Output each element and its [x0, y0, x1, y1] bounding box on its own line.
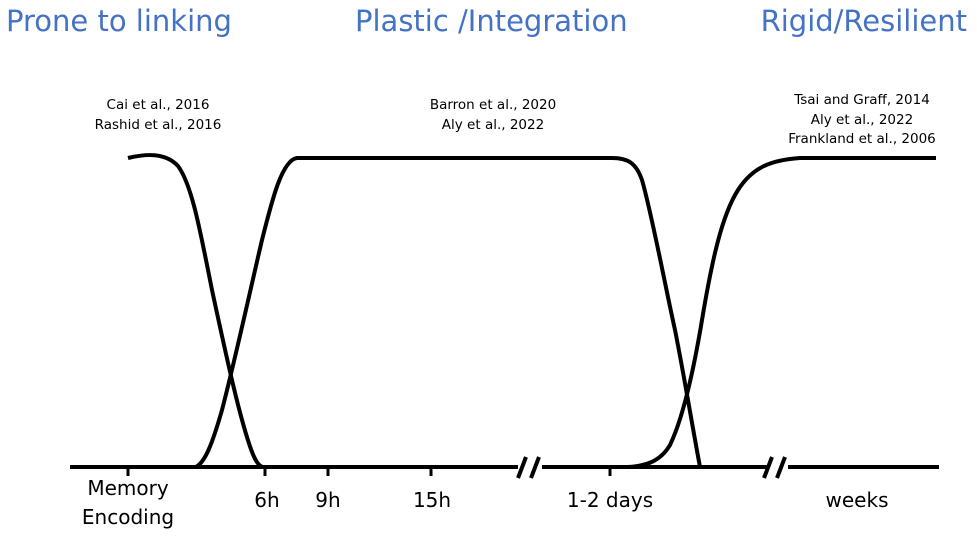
tick-label-line: Memory — [87, 476, 169, 500]
tick-label-6h: 6h — [254, 488, 280, 512]
axis-break-mark — [775, 456, 787, 479]
reference-line: Aly et al., 2022 — [810, 111, 914, 128]
phase-title-prone-to-linking: Prone to linking — [6, 4, 232, 38]
tick-label-9h: 9h — [315, 488, 341, 512]
reference-line: Frankland et al., 2006 — [788, 131, 936, 147]
reference-line: Rashid et al., 2016 — [94, 117, 222, 133]
tick-label-memory-encoding: Memory Encoding — [82, 474, 174, 532]
references-rigid-resilient: Tsai and Graff, 2014 Aly et al., 2022 Fr… — [788, 91, 936, 150]
phase-title-rigid-resilient: Rigid/Resilient — [760, 4, 967, 38]
reference-line: Barron et al., 2020 — [429, 97, 557, 113]
tick-label-1-2-days: 1-2 days — [566, 488, 654, 512]
tick-label-15h: 15h — [412, 488, 452, 512]
tick-label-line: Encoding — [81, 505, 175, 529]
reference-line: Cai et al., 2016 — [106, 97, 210, 113]
axis-break-mark — [529, 456, 541, 479]
curve-plastic-integration — [194, 156, 702, 469]
reference-line: Aly et al., 2022 — [441, 117, 545, 133]
phase-title-plastic-integration: Plastic /Integration — [355, 4, 628, 38]
references-prone-to-linking: Cai et al., 2016 Rashid et al., 2016 — [95, 95, 222, 135]
references-plastic-integration: Barron et al., 2020 Aly et al., 2022 — [430, 95, 556, 135]
curve-rigid-resilient — [605, 156, 936, 469]
reference-line: Tsai and Graff, 2014 — [794, 92, 930, 108]
axis-break-mark — [516, 456, 528, 479]
axis-break-mark — [762, 456, 774, 479]
curve-prone-to-linking — [127, 153, 264, 469]
tick-label-weeks: weeks — [825, 488, 889, 512]
